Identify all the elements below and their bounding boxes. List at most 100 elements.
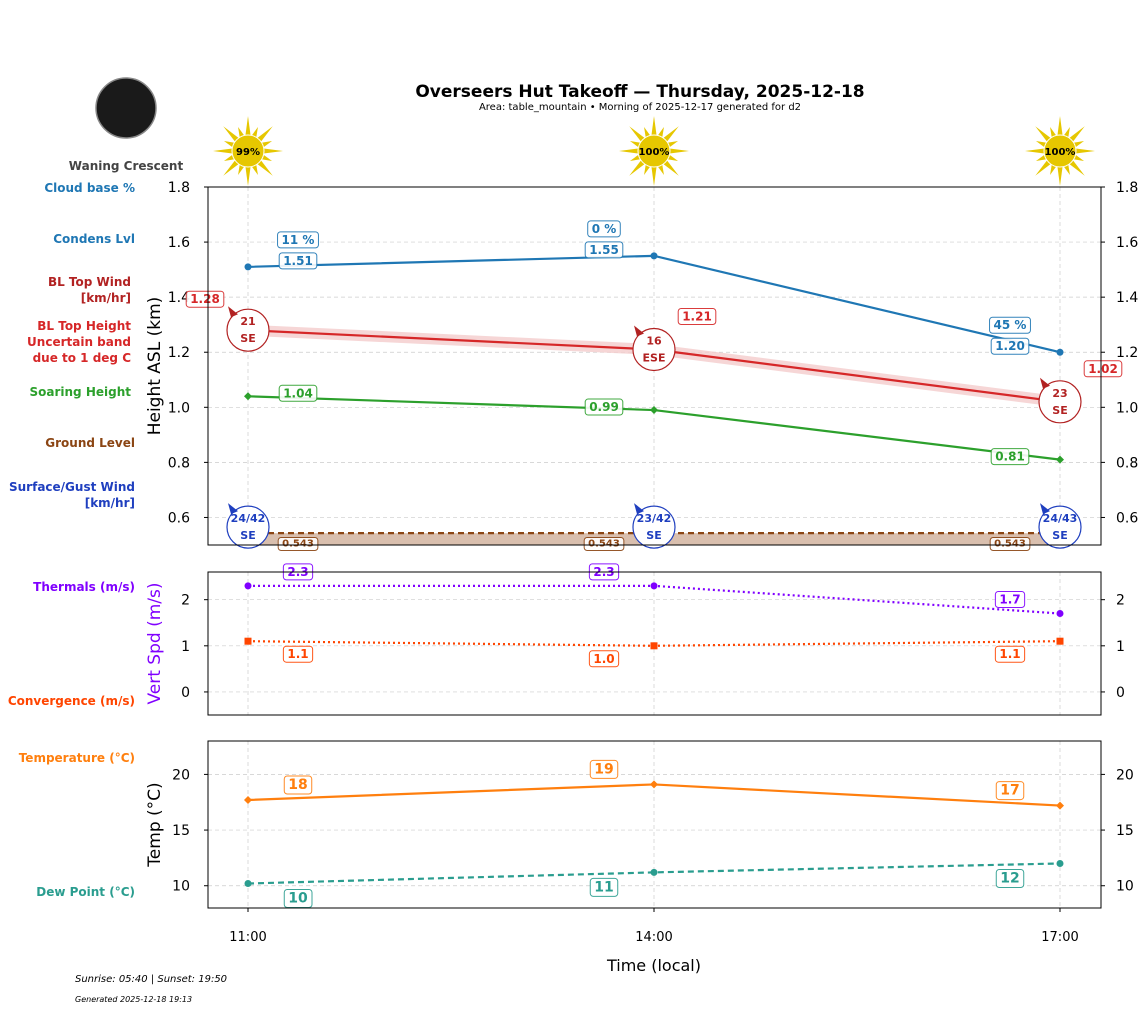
moon-icon — [95, 77, 157, 139]
data-label-box — [185, 290, 225, 308]
data-label: 1.02 — [1088, 362, 1118, 376]
sun-ray — [1074, 148, 1095, 154]
data-point — [650, 642, 658, 650]
data-label-box — [589, 877, 619, 897]
sun-disc — [637, 134, 671, 168]
data-label-box — [589, 759, 619, 779]
y-axis-label: Vert Spd (m/s) — [145, 582, 165, 704]
legend-soaring: Soaring Height — [29, 385, 132, 399]
data-label-box — [990, 448, 1030, 466]
sun-ray — [262, 148, 283, 154]
wind-arrow-icon — [1040, 377, 1050, 389]
data-point — [650, 406, 658, 415]
legend-bl-height-line1: BL Top Height — [37, 319, 131, 333]
sun-ray — [1057, 165, 1063, 186]
sun-ray — [1035, 159, 1052, 176]
cloud-base-pct-label-box — [587, 220, 621, 238]
sun-ray — [223, 159, 240, 176]
sun-ray — [1057, 116, 1063, 137]
legend-bl-height: BL Top Height Uncertain band due to 1 deg … — [27, 318, 131, 366]
y-tick-label-right: 0.8 — [1116, 455, 1138, 471]
bl-wind-direction: SE — [240, 332, 255, 345]
wind-arrow-icon — [228, 306, 238, 318]
data-label: 1.7 — [999, 593, 1020, 607]
data-label: 1.28 — [190, 292, 220, 306]
bl-wind-circle — [1038, 380, 1082, 424]
data-label: 1.20 — [995, 339, 1025, 353]
y-tick-label: 1.6 — [168, 235, 190, 251]
legend-dewpoint: Dew Point (°C) — [36, 885, 135, 899]
bl-wind-speed: 23 — [1052, 387, 1067, 400]
surface-wind-direction: SE — [646, 529, 661, 542]
data-label: 18 — [288, 777, 307, 793]
cloud-base-pct-label-box — [989, 316, 1031, 334]
y-tick-label: 1.2 — [168, 345, 190, 361]
data-point — [1056, 637, 1064, 645]
bl-wind-circle — [226, 308, 270, 352]
data-label: 1.1 — [999, 647, 1020, 661]
data-point — [244, 880, 252, 888]
sun-ray — [1068, 126, 1085, 143]
surface-wind-circle — [226, 505, 270, 549]
data-label-box — [989, 537, 1031, 551]
surface-wind-circle — [632, 505, 676, 549]
data-label: 19 — [594, 761, 613, 777]
data-point — [244, 392, 252, 401]
data-label: 1.1 — [287, 647, 308, 661]
data-label: 0.543 — [282, 539, 314, 550]
data-point — [650, 582, 658, 590]
surface-wind-speed: 24/42 — [231, 512, 266, 525]
data-label-box — [1083, 360, 1123, 378]
sun-ray — [1035, 126, 1052, 143]
surface-wind-direction: SE — [240, 529, 255, 542]
x-tick-label: 11:00 — [229, 930, 266, 945]
sun-icon — [213, 116, 283, 186]
data-label-box — [990, 337, 1030, 355]
wind-arrow-icon — [634, 325, 644, 337]
data-point — [244, 637, 252, 645]
y-tick-label-right: 15 — [1116, 823, 1134, 839]
wind-arrow-icon — [228, 503, 238, 515]
data-point — [244, 796, 252, 805]
data-label: 10 — [288, 891, 308, 907]
data-point — [244, 582, 252, 590]
sun-ray — [662, 126, 679, 143]
legend-cloud-base: Cloud base % — [44, 181, 135, 195]
sunrise-sunset: Sunrise: 05:40 | Sunset: 19:50 — [75, 974, 228, 985]
legend-bl-height-line2: Uncertain band — [27, 335, 131, 349]
legend-condens: Condens Lvl — [53, 232, 135, 246]
legend-bl-height-line3: due to 1 deg C — [32, 351, 131, 365]
data-label-box — [278, 384, 318, 402]
data-point — [650, 252, 658, 260]
y-tick-label: 1.0 — [168, 400, 190, 416]
y-tick-label: 10 — [172, 879, 190, 895]
sun-ray — [213, 148, 234, 154]
data-point — [1056, 801, 1064, 810]
legend-convergence: Convergence (m/s) — [7, 694, 135, 708]
chart-subtitle: Area: table_mountain • Morning of 2025-1… — [478, 102, 802, 113]
data-label-box — [278, 252, 318, 270]
legend-thermals: Thermals (m/s) — [33, 580, 135, 594]
sun-ray — [668, 148, 689, 154]
cloud-base-pct-label: 45 % — [994, 318, 1027, 332]
data-label: 0.543 — [588, 539, 620, 550]
y-tick-label: 1.4 — [168, 290, 190, 306]
sun-ray — [651, 165, 657, 186]
data-label-box — [995, 868, 1025, 888]
data-label: 17 — [1000, 783, 1019, 799]
y-tick-label: 15 — [172, 823, 190, 839]
y-tick-label-right: 1.4 — [1116, 290, 1138, 306]
y-tick-label-right: 2 — [1116, 593, 1125, 609]
data-point — [1056, 348, 1064, 356]
sun-percent-label: 100% — [639, 147, 670, 158]
legend-ground: Ground Level — [45, 436, 135, 450]
legend-surface-wind: Surface/Gust Wind [km/hr] — [9, 479, 135, 511]
cloud-base-pct-label: 11 % — [282, 233, 315, 247]
sun-disc — [1043, 134, 1077, 168]
surface-wind-direction: SE — [1052, 529, 1067, 542]
x-tick-label: 17:00 — [1041, 930, 1078, 945]
bl-wind-speed: 21 — [240, 315, 255, 328]
bl-wind-circle — [632, 327, 676, 372]
data-point — [650, 780, 658, 789]
